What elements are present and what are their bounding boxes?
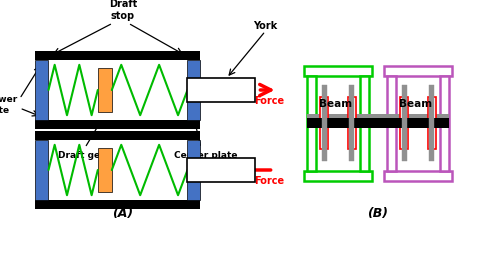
- Text: Draft
stop: Draft stop: [109, 0, 137, 21]
- Bar: [320, 97, 328, 149]
- Bar: [384, 65, 452, 76]
- Bar: [35, 60, 48, 120]
- Bar: [348, 97, 356, 149]
- Text: Center plate: Center plate: [174, 151, 238, 160]
- Bar: [35, 120, 200, 129]
- Text: Force: Force: [254, 176, 284, 186]
- Bar: [35, 131, 200, 140]
- Text: Beam: Beam: [319, 99, 353, 109]
- Text: York: York: [253, 21, 278, 31]
- Bar: [98, 68, 112, 112]
- Bar: [187, 60, 200, 120]
- Bar: [440, 76, 449, 170]
- Bar: [307, 118, 449, 128]
- Text: (A): (A): [112, 207, 133, 220]
- Bar: [307, 76, 316, 170]
- Bar: [304, 65, 372, 76]
- Bar: [187, 140, 200, 200]
- Bar: [187, 78, 256, 102]
- Text: Beam: Beam: [400, 99, 433, 109]
- Bar: [387, 76, 396, 170]
- Bar: [35, 51, 200, 60]
- Bar: [360, 76, 369, 170]
- Bar: [307, 114, 449, 118]
- Bar: [35, 140, 48, 200]
- Text: Draft gear: Draft gear: [58, 151, 111, 160]
- Bar: [35, 200, 200, 209]
- Bar: [384, 170, 452, 180]
- Text: Follower
plate: Follower plate: [0, 95, 18, 115]
- Bar: [98, 148, 112, 192]
- Bar: [187, 158, 256, 182]
- Bar: [349, 85, 354, 161]
- Bar: [304, 170, 372, 180]
- Text: Force: Force: [254, 96, 284, 106]
- Bar: [401, 97, 408, 149]
- Bar: [402, 85, 407, 161]
- Bar: [322, 85, 327, 161]
- Bar: [428, 97, 435, 149]
- Bar: [429, 85, 434, 161]
- Text: (B): (B): [368, 207, 389, 220]
